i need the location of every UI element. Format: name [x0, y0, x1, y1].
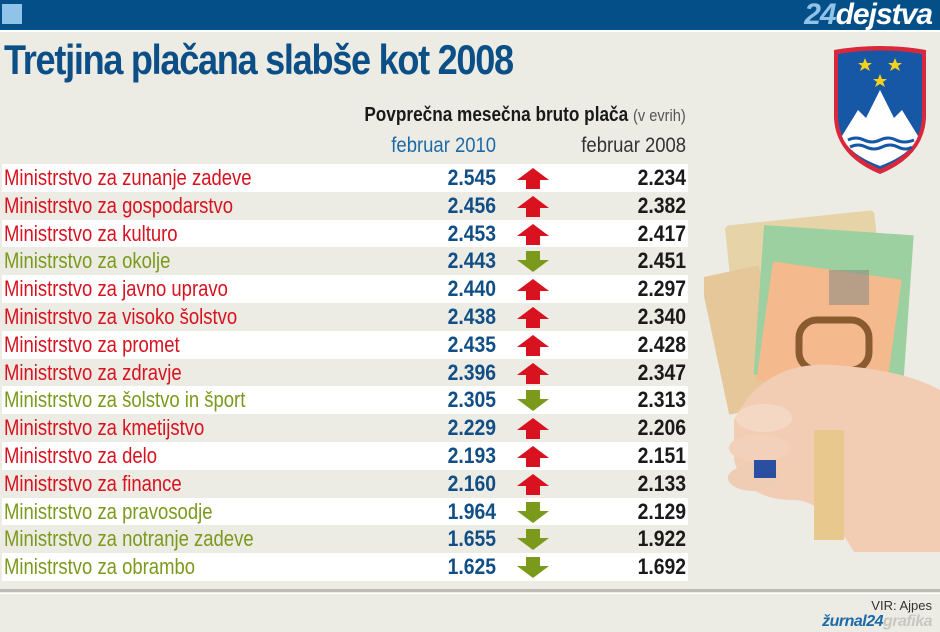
- arrow-up-icon: [517, 334, 549, 356]
- table-row: Ministrstvo za kulturo 2.453 2.417: [2, 219, 688, 248]
- column-header-feb-2008: februar 2008: [581, 134, 686, 157]
- salary-feb-2008: 2.340: [637, 303, 686, 329]
- arrow-up-icon: [517, 473, 549, 495]
- salary-feb-2010: 1.625: [447, 554, 496, 580]
- salary-feb-2008: 1.922: [637, 526, 686, 552]
- arrow-down-icon: [517, 390, 549, 412]
- salary-feb-2008: 2.133: [637, 470, 686, 496]
- arrow-down-icon: [517, 501, 549, 523]
- ministry-name: Ministrstvo za kulturo: [4, 220, 178, 246]
- table-row: Ministrstvo za gospodarstvo 2.456 2.382: [2, 191, 688, 220]
- ministry-name: Ministrstvo za gospodarstvo: [4, 192, 234, 218]
- arrow-up-icon: [517, 362, 549, 384]
- salary-feb-2010: 2.438: [447, 303, 496, 329]
- salary-feb-2010: 2.453: [447, 220, 496, 246]
- salary-feb-2010: 2.229: [447, 415, 496, 441]
- arrow-up-icon: [517, 445, 549, 467]
- column-header-feb-2010: februar 2010: [391, 134, 496, 157]
- table-row: Ministrstvo za promet 2.435 2.428: [2, 330, 688, 359]
- salary-feb-2008: 2.417: [637, 220, 686, 246]
- arrow-down-icon: [517, 557, 549, 579]
- salary-feb-2010: 2.193: [447, 442, 496, 468]
- footer-brand-logo: žurnal24grafika: [822, 613, 932, 630]
- ministry-name: Ministrstvo za javno upravo: [4, 276, 228, 302]
- table-row: Ministrstvo za finance 2.160 2.133: [2, 469, 688, 498]
- table-row: Ministrstvo za notranje zadeve 1.655 1.922: [2, 525, 688, 554]
- table-row: Ministrstvo za šolstvo in šport 2.305 2.31…: [2, 386, 688, 415]
- salary-table: Ministrstvo za zunanje zadeve 2.545 2.234 M…: [2, 164, 688, 581]
- ministry-name: Ministrstvo za visoko šolstvo: [4, 303, 238, 329]
- header-square-icon: [2, 4, 22, 24]
- ministry-name: Ministrstvo za okolje: [4, 248, 171, 274]
- table-row: Ministrstvo za obrambo 1.625 1.692: [2, 553, 688, 581]
- salary-feb-2008: 2.382: [637, 192, 686, 218]
- salary-feb-2008: 2.234: [637, 165, 686, 190]
- page-title: Tretjina plačana slabše kot 2008: [4, 36, 514, 83]
- arrow-up-icon: [517, 306, 549, 328]
- arrow-down-icon: [517, 529, 549, 551]
- ministry-name: Ministrstvo za finance: [4, 470, 182, 496]
- ministry-name: Ministrstvo za šolstvo in šport: [4, 387, 246, 413]
- salary-feb-2008: 2.428: [637, 331, 686, 357]
- table-row: Ministrstvo za zdravje 2.396 2.347: [2, 358, 688, 387]
- arrow-up-icon: [517, 168, 549, 189]
- ministry-name: Ministrstvo za promet: [4, 331, 180, 357]
- salary-feb-2008: 2.451: [637, 248, 686, 274]
- salary-feb-2010: 2.160: [447, 470, 496, 496]
- hand-holding-euro-banknotes-image: [704, 210, 940, 552]
- arrow-up-icon: [517, 195, 549, 217]
- salary-feb-2008: 2.129: [637, 498, 686, 524]
- header-bar: 24dejstva: [0, 0, 940, 32]
- ministry-name: Ministrstvo za kmetijstvo: [4, 415, 205, 441]
- salary-feb-2010: 1.964: [447, 498, 496, 524]
- salary-feb-2010: 2.396: [447, 359, 496, 385]
- ministry-name: Ministrstvo za notranje zadeve: [4, 526, 254, 552]
- table-row: Ministrstvo za okolje 2.443 2.451: [2, 247, 688, 276]
- arrow-down-icon: [517, 251, 549, 273]
- ministry-name: Ministrstvo za pravosodje: [4, 498, 213, 524]
- table-row: Ministrstvo za pravosodje 1.964 2.129: [2, 497, 688, 526]
- salary-feb-2008: 2.151: [637, 442, 686, 468]
- table-row: Ministrstvo za zunanje zadeve 2.545 2.234: [2, 164, 688, 192]
- table-row: Ministrstvo za javno upravo 2.440 2.297: [2, 275, 688, 303]
- brand-logo: 24dejstva: [804, 0, 933, 31]
- table-row: Ministrstvo za delo 2.193 2.151: [2, 441, 688, 470]
- source-label: VIR: Ajpes: [871, 598, 932, 613]
- divider: [0, 589, 940, 592]
- salary-feb-2008: 2.347: [637, 359, 686, 385]
- ministry-name: Ministrstvo za obrambo: [4, 554, 196, 580]
- salary-feb-2010: 1.655: [447, 526, 496, 552]
- ministry-name: Ministrstvo za zunanje zadeve: [4, 165, 252, 190]
- salary-feb-2010: 2.456: [447, 192, 496, 218]
- salary-feb-2008: 1.692: [637, 554, 686, 580]
- divider: [0, 593, 940, 594]
- salary-feb-2008: 2.297: [637, 276, 686, 302]
- arrow-up-icon: [517, 223, 549, 245]
- arrow-up-icon: [517, 279, 549, 301]
- salary-feb-2010: 2.305: [447, 387, 496, 413]
- arrow-up-icon: [517, 418, 549, 440]
- salary-feb-2010: 2.440: [447, 276, 496, 302]
- table-subtitle: Povprečna mesečna bruto plača (v evrih): [364, 104, 686, 126]
- table-row: Ministrstvo za kmetijstvo 2.229 2.206: [2, 414, 688, 442]
- salary-feb-2008: 2.206: [637, 415, 686, 441]
- salary-feb-2010: 2.443: [447, 248, 496, 274]
- ministry-name: Ministrstvo za zdravje: [4, 359, 182, 385]
- ministry-name: Ministrstvo za delo: [4, 442, 158, 468]
- salary-feb-2010: 2.435: [447, 331, 496, 357]
- table-row: Ministrstvo za visoko šolstvo 2.438 2.340: [2, 302, 688, 331]
- salary-feb-2010: 2.545: [447, 165, 496, 190]
- salary-feb-2008: 2.313: [637, 387, 686, 413]
- slovenia-coat-of-arms-icon: [834, 46, 926, 174]
